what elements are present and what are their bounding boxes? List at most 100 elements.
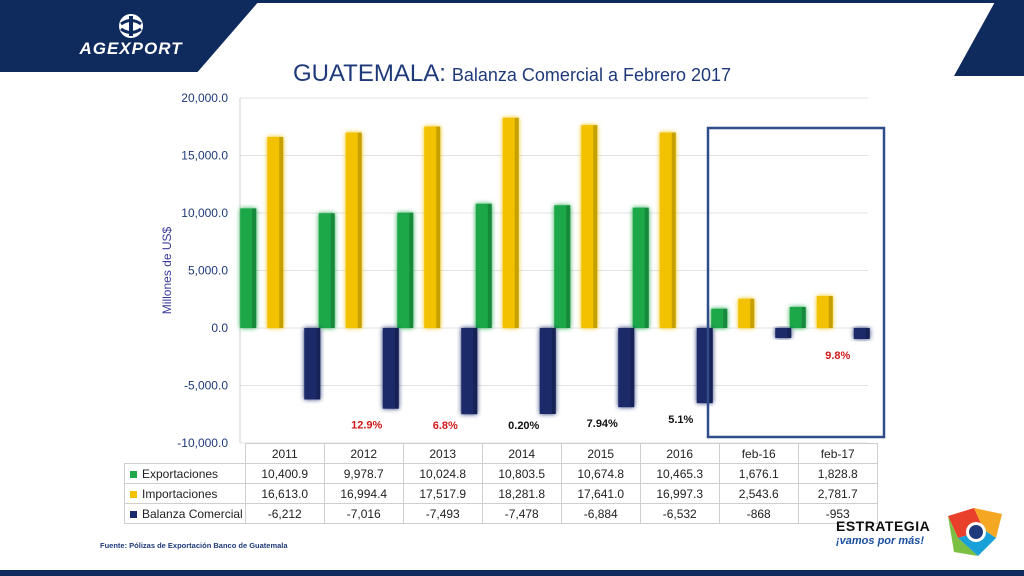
table-cell: -6,884 bbox=[560, 503, 641, 524]
bar-shade bbox=[750, 298, 755, 328]
bar-shade bbox=[708, 328, 713, 404]
bar-shade bbox=[593, 125, 598, 328]
bar-exportaciones bbox=[240, 208, 257, 328]
table-header-cell: 2011 bbox=[244, 443, 325, 464]
table-row-balanza: Balanza Comercial -6,212 -7,016 -7,493 -… bbox=[124, 503, 878, 524]
bar-importaciones bbox=[816, 296, 833, 328]
bar-shade bbox=[487, 203, 492, 328]
table-row-label: Importaciones bbox=[124, 483, 246, 504]
bar-shade bbox=[787, 328, 792, 338]
bar-exportaciones bbox=[789, 306, 806, 328]
table-cell: -868 bbox=[718, 503, 799, 524]
bar-shade bbox=[644, 207, 649, 328]
bar-importaciones bbox=[581, 125, 598, 328]
table-header-row: 2011 2012 2013 2014 2015 2016 feb-16 feb… bbox=[125, 443, 878, 464]
table-cell: 16,613.0 bbox=[244, 483, 325, 504]
bar-exportaciones bbox=[711, 308, 728, 328]
bar-importaciones bbox=[424, 126, 441, 328]
y-tick-label: -10,000.0 bbox=[177, 436, 228, 450]
table-cell: 10,803.5 bbox=[481, 463, 562, 484]
growth-label: 0.20% bbox=[508, 420, 539, 432]
top-rule bbox=[0, 0, 1024, 3]
table-cell: 10,024.8 bbox=[402, 463, 483, 484]
table-cell: 10,465.3 bbox=[639, 463, 720, 484]
bar-importaciones bbox=[345, 132, 362, 328]
bar-shade bbox=[357, 132, 362, 328]
bar-shade bbox=[801, 306, 806, 328]
table-cell: 9,978.7 bbox=[323, 463, 404, 484]
table-cell: 10,400.9 bbox=[244, 463, 325, 484]
bar-shade bbox=[828, 296, 833, 328]
table-row-label: Balanza Comercial bbox=[124, 503, 246, 524]
y-tick-label: 15,000.0 bbox=[181, 149, 228, 163]
bar-exportaciones bbox=[554, 205, 571, 328]
bar-shade bbox=[566, 205, 571, 328]
bar-shade bbox=[514, 117, 519, 328]
bar-balanza-comercial bbox=[853, 328, 870, 339]
bar-balanza-comercial bbox=[539, 328, 556, 414]
bar-shade bbox=[330, 213, 335, 328]
bar-shade bbox=[279, 136, 284, 328]
table-header-cell: feb-17 bbox=[797, 443, 878, 464]
bar-balanza-comercial bbox=[775, 328, 792, 338]
bar-shade bbox=[252, 208, 257, 328]
table-header-cell: feb-16 bbox=[718, 443, 799, 464]
table-cell: 10,674.8 bbox=[560, 463, 641, 484]
table-header-cell: 2015 bbox=[560, 443, 641, 464]
series-name: Importaciones bbox=[142, 486, 218, 501]
table-row-importaciones: Importaciones 16,613.0 16,994.4 17,517.9… bbox=[124, 483, 878, 504]
bar-balanza-comercial bbox=[461, 328, 478, 415]
table-corner bbox=[125, 444, 246, 464]
y-tick-label: 10,000.0 bbox=[181, 206, 228, 220]
table-cell: -7,016 bbox=[323, 503, 404, 524]
legend-swatch-importaciones bbox=[130, 490, 137, 498]
estrategia-logo: ESTRATEGIA ¡vamos por más! bbox=[836, 508, 1014, 558]
growth-label: 6.8% bbox=[433, 420, 458, 432]
highlight-box bbox=[706, 126, 886, 439]
bottom-rule bbox=[0, 570, 1024, 576]
table-cell: -7,493 bbox=[402, 503, 483, 524]
title-subtitle: Balanza Comercial a Febrero 2017 bbox=[451, 65, 732, 85]
y-tick-label: -5,000.0 bbox=[184, 379, 228, 393]
bar-shade bbox=[473, 328, 478, 415]
bar-shade bbox=[394, 328, 399, 409]
data-table: 2011 2012 2013 2014 2015 2016 feb-16 feb… bbox=[124, 443, 878, 524]
y-tick-label: 0.0 bbox=[211, 321, 228, 335]
series-name: Exportaciones bbox=[142, 466, 219, 481]
page-title: GUATEMALA: Balanza Comercial a Febrero 20… bbox=[0, 60, 1024, 88]
bar-shade bbox=[409, 212, 414, 328]
table-cell: 1,828.8 bbox=[797, 463, 878, 484]
table-cell: 2,781.7 bbox=[797, 483, 878, 504]
puzzle-globe-icon bbox=[948, 508, 1002, 556]
growth-label: 5.1% bbox=[668, 414, 693, 426]
partner-slogan: ¡vamos por más! bbox=[836, 535, 925, 547]
bar-shade bbox=[865, 328, 870, 339]
bar-shade bbox=[630, 328, 635, 408]
growth-label: 7.94% bbox=[587, 418, 618, 430]
table-cell: -953 bbox=[797, 503, 878, 524]
bar-shade bbox=[551, 328, 556, 414]
y-tick-label: 20,000.0 bbox=[181, 91, 228, 105]
legend-swatch-exportaciones bbox=[130, 470, 137, 478]
agexport-logo: AGEXPORT bbox=[56, 12, 206, 62]
title-main: GUATEMALA: bbox=[292, 60, 446, 87]
bar-balanza-comercial bbox=[618, 328, 635, 408]
table-cell: 17,517.9 bbox=[402, 483, 483, 504]
bar-importaciones bbox=[267, 136, 284, 328]
table-cell: -6,532 bbox=[639, 503, 720, 524]
table-header-cell: 2014 bbox=[481, 443, 562, 464]
table-header-cell: 2016 bbox=[639, 443, 720, 464]
bar-importaciones bbox=[738, 298, 755, 328]
bar-importaciones bbox=[659, 132, 676, 328]
bar-shade bbox=[436, 126, 441, 328]
table-cell: 2,543.6 bbox=[718, 483, 799, 504]
y-axis-title: Millones de US$ bbox=[160, 226, 174, 314]
table-cell: 17,641.0 bbox=[560, 483, 641, 504]
bar-exportaciones bbox=[397, 212, 414, 328]
legend-swatch-balanza bbox=[130, 510, 137, 518]
table-cell: 16,994.4 bbox=[323, 483, 404, 504]
growth-label: 9.8% bbox=[825, 350, 850, 362]
bar-shade bbox=[316, 328, 321, 400]
bar-exportaciones bbox=[318, 213, 335, 328]
